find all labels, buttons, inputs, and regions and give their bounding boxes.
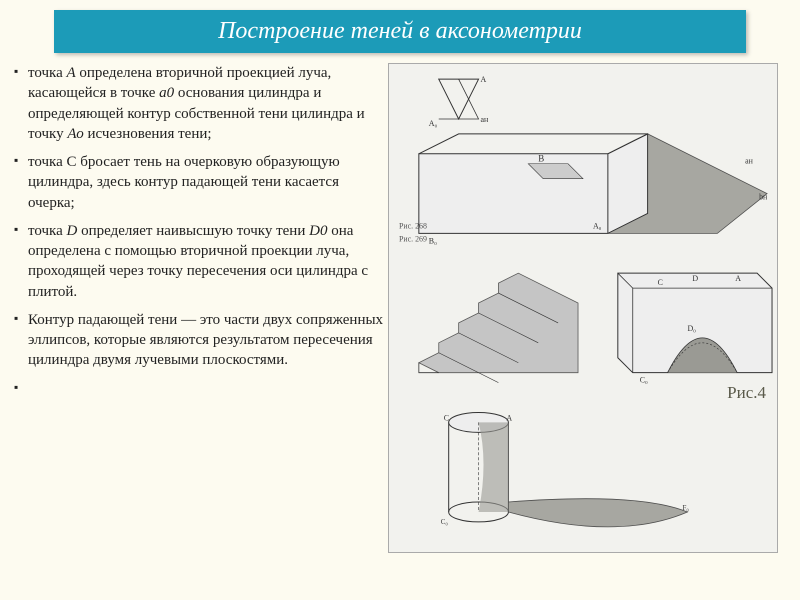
- list-item: точка С бросает тень на очерковую образу…: [14, 152, 384, 213]
- list-item: Контур падающей тени — это части двух со…: [14, 310, 384, 371]
- slide: Построение теней в аксонометрии точка А …: [0, 0, 800, 600]
- text: исчезновения тени;: [84, 126, 212, 142]
- label: aн: [481, 115, 490, 124]
- label: D: [692, 274, 698, 283]
- label: C: [658, 278, 663, 287]
- svg-text:F₀: F₀: [682, 504, 689, 512]
- label: B₀: [429, 236, 437, 245]
- block-shadow-icon: B aн bн B₀ A₀: [419, 134, 768, 245]
- list-item: точка D определяет наивысшую точку тени …: [14, 221, 384, 302]
- list-item: точка А определена вторичной проекцией л…: [14, 63, 384, 144]
- fig-label: Рис. 268: [399, 221, 427, 230]
- diagram-svg: A A₀ aн B aн bн: [389, 64, 777, 552]
- angle-diagram-icon: A A₀ aн: [429, 75, 489, 128]
- label: aн: [745, 157, 754, 166]
- bullet-list: точка А определена вторичной проекцией л…: [14, 63, 384, 371]
- var: А: [66, 65, 75, 81]
- cylinder-shadow-icon: C A C₀ F₀: [441, 412, 690, 526]
- text: Контур падающей тени — это части двух со…: [28, 312, 383, 369]
- text: точка С бросает тень на очерковую образу…: [28, 154, 340, 211]
- technical-diagram: A A₀ aн B aн bн: [388, 63, 778, 553]
- label: A: [506, 413, 512, 422]
- label: A₀: [429, 119, 438, 128]
- label: bн: [759, 193, 768, 202]
- label: A: [735, 274, 741, 283]
- text: точка: [28, 223, 66, 239]
- text: точка: [28, 65, 66, 81]
- label: C₀: [640, 376, 648, 385]
- label: D₀: [687, 324, 696, 333]
- figure-caption: Рис.4: [727, 383, 766, 403]
- text: определяет наивысшую точку тени: [77, 223, 309, 239]
- label: C₀: [441, 518, 449, 526]
- var: Ао: [67, 126, 83, 142]
- staircase-icon: [409, 273, 588, 382]
- slide-title: Построение теней в аксонометрии: [54, 10, 746, 53]
- arch-block-icon: C D A C₀ D₀: [618, 273, 772, 384]
- var: а0: [159, 85, 174, 101]
- text-column: точка А определена вторичной проекцией л…: [14, 63, 384, 553]
- content-row: точка А определена вторичной проекцией л…: [14, 63, 786, 553]
- label: C: [444, 413, 449, 422]
- var: D0: [309, 223, 327, 239]
- label: A₀: [593, 221, 602, 230]
- var: D: [66, 223, 77, 239]
- fig-label: Рис. 269: [399, 234, 427, 243]
- label: B: [538, 154, 544, 164]
- image-column: A A₀ aн B aн bн: [388, 63, 786, 553]
- label: A: [481, 75, 487, 84]
